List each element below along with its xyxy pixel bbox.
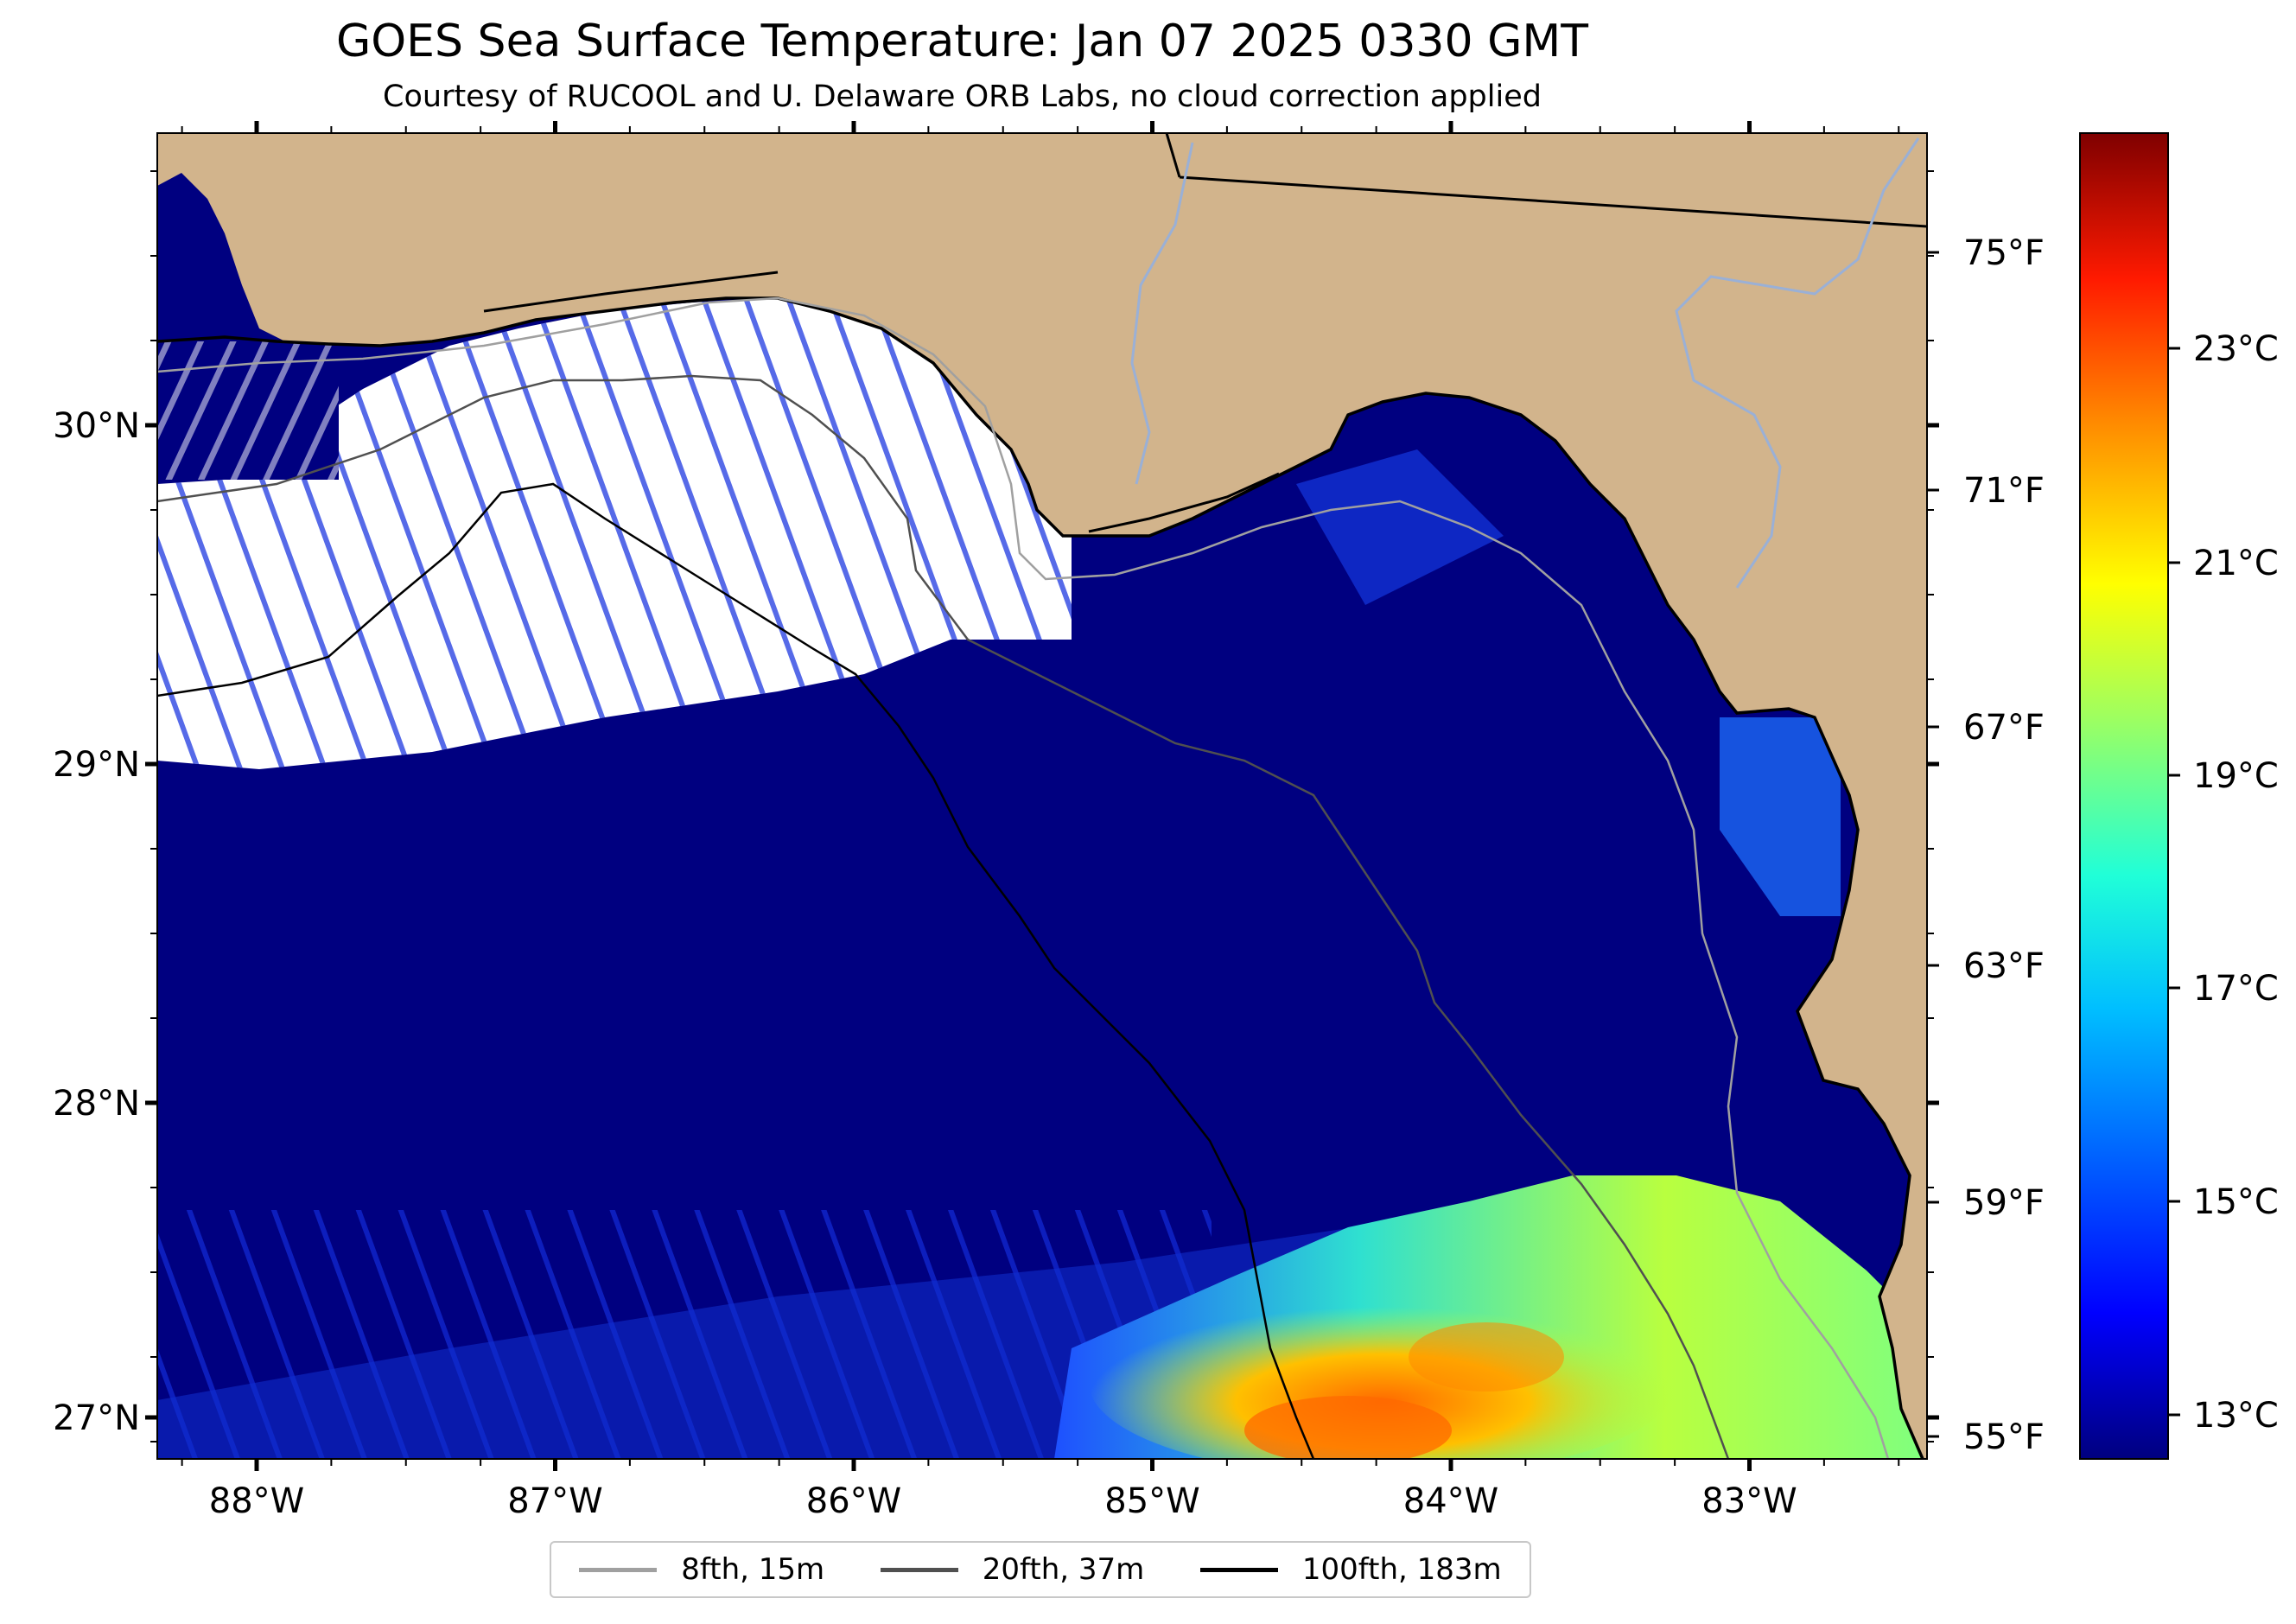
legend-swatch-8fth	[579, 1567, 658, 1572]
legend-item-20fth: 20fth, 37m	[880, 1552, 1145, 1587]
colorbar-label: 15°C	[2193, 1182, 2279, 1222]
fahrenheit-label: 55°F	[1963, 1417, 2045, 1457]
fahrenheit-label: 63°F	[1963, 946, 2045, 986]
river-apalachicola	[1130, 142, 1194, 485]
fahrenheit-label: 75°F	[1963, 233, 2045, 273]
colorbar-label: 19°C	[2193, 756, 2279, 796]
legend-item-100fth: 100fth, 183m	[1199, 1552, 1502, 1587]
barrier-island	[483, 271, 779, 313]
shelf-patch	[1296, 449, 1504, 605]
isobath-legend: 8fth, 15m 20fth, 37m 100fth, 183m	[550, 1541, 1531, 1598]
lat-label: 27°N	[53, 1398, 140, 1438]
lon-label: 87°W	[507, 1481, 602, 1521]
legend-swatch-100fth	[1199, 1567, 1278, 1572]
colorbar-label: 23°C	[2193, 329, 2279, 369]
hot-core	[1244, 1396, 1452, 1459]
legend-label-20fth: 20fth, 37m	[982, 1552, 1145, 1587]
legend-label-8fth: 8fth, 15m	[681, 1552, 825, 1587]
colorbar	[2079, 132, 2169, 1460]
state-border-west	[1165, 133, 1181, 178]
coastline	[157, 296, 1924, 1459]
isobath-20fth	[157, 374, 1730, 1459]
state-border	[1179, 175, 1927, 228]
nw-cloud-streaks	[157, 341, 339, 480]
legend-label-100fth: 100fth, 183m	[1301, 1552, 1502, 1587]
colorbar-label: 17°C	[2193, 969, 2279, 1009]
isobath-8fth	[157, 296, 1890, 1459]
legend-item-8fth: 8fth, 15m	[579, 1552, 824, 1587]
axis-ticks: 88°W 87°W 86°W 85°W 84°W 83°W 30°N 29°N 28°N 27°N…	[53, 121, 2045, 1521]
lon-label: 88°W	[209, 1481, 304, 1521]
barrier-island-east	[1088, 472, 1280, 533]
coastal-cool-patch	[1720, 717, 1841, 916]
chart-title: GOES Sea Surface Temperature: Jan 07 202…	[335, 16, 1589, 67]
fahrenheit-label: 71°F	[1963, 471, 2045, 511]
hot-core-east	[1409, 1322, 1564, 1392]
map-frame	[156, 132, 1928, 1460]
land-mass	[157, 133, 1927, 1459]
colorbar-label: 21°C	[2193, 544, 2279, 583]
river-suwannee	[1675, 137, 1920, 589]
cloud-streaks	[157, 298, 1072, 769]
lat-label: 30°N	[53, 406, 140, 446]
chart-subtitle: Courtesy of RUCOOL and U. Delaware ORB L…	[383, 80, 1542, 114]
lon-label: 85°W	[1104, 1481, 1199, 1521]
lat-label: 29°N	[53, 745, 140, 785]
isobath-100fth	[157, 482, 1315, 1459]
lon-label: 84°W	[1403, 1481, 1498, 1521]
legend-swatch-20fth	[880, 1567, 958, 1572]
colorbar-ticks: 23°C 21°C 19°C 17°C 15°C 13°C	[2168, 329, 2279, 1436]
fahrenheit-label: 59°F	[1963, 1183, 2045, 1223]
sst-map	[157, 133, 1927, 1459]
lat-label: 28°N	[53, 1084, 140, 1124]
fahrenheit-label: 67°F	[1963, 708, 2045, 748]
colorbar-label: 13°C	[2193, 1396, 2279, 1436]
lon-label: 83°W	[1701, 1481, 1797, 1521]
lon-label: 86°W	[806, 1481, 901, 1521]
